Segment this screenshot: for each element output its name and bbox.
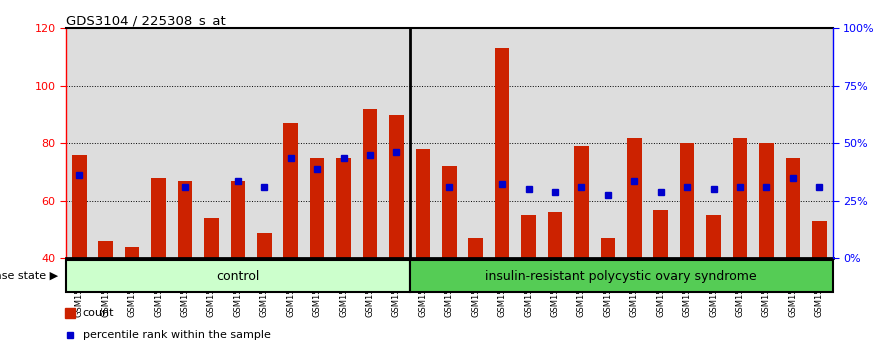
- Text: GDS3104 / 225308_s_at: GDS3104 / 225308_s_at: [66, 14, 226, 27]
- Bar: [152, 178, 166, 354]
- Bar: [125, 247, 139, 354]
- Bar: [707, 215, 721, 354]
- Bar: [72, 155, 86, 354]
- Bar: [522, 215, 536, 354]
- Bar: [410, 260, 833, 292]
- Bar: [495, 48, 509, 354]
- Bar: [680, 143, 694, 354]
- Bar: [284, 123, 298, 354]
- Bar: [548, 212, 562, 354]
- Bar: [416, 149, 430, 354]
- Bar: [627, 138, 641, 354]
- Text: control: control: [216, 270, 260, 282]
- Bar: [654, 210, 668, 354]
- Text: disease state ▶: disease state ▶: [0, 271, 58, 281]
- Text: insulin-resistant polycystic ovary syndrome: insulin-resistant polycystic ovary syndr…: [485, 270, 757, 282]
- Bar: [442, 166, 456, 354]
- Bar: [66, 260, 410, 292]
- Bar: [363, 109, 377, 354]
- Bar: [733, 138, 747, 354]
- Bar: [759, 143, 774, 354]
- Bar: [99, 241, 113, 354]
- Bar: [812, 221, 826, 354]
- Bar: [310, 158, 324, 354]
- Bar: [574, 146, 589, 354]
- Text: percentile rank within the sample: percentile rank within the sample: [83, 330, 270, 340]
- Text: count: count: [83, 308, 115, 318]
- Bar: [204, 218, 218, 354]
- Bar: [786, 158, 800, 354]
- Bar: [601, 238, 615, 354]
- Bar: [231, 181, 245, 354]
- Bar: [337, 158, 351, 354]
- Bar: [257, 233, 271, 354]
- Bar: [178, 181, 192, 354]
- Bar: [469, 238, 483, 354]
- Bar: [389, 115, 403, 354]
